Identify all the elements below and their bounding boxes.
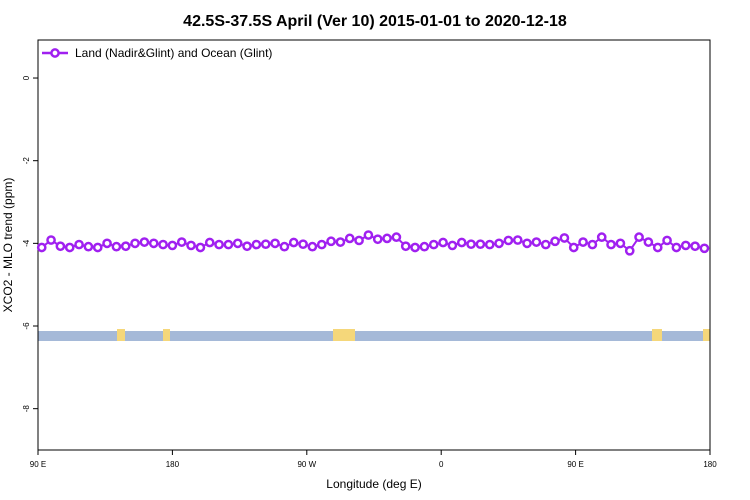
point [148,238,159,249]
point [438,237,448,248]
point [494,238,504,249]
point [232,238,243,249]
point [204,237,215,248]
chart-title: 42.5S-37.5S April (Ver 10) 2015-01-01 to… [183,13,567,30]
point [251,239,262,250]
point [223,239,234,250]
point [410,242,420,253]
point [372,234,383,245]
point [587,239,598,250]
y-tick-label: -4 [22,239,31,247]
y-tick-label: -2 [22,157,31,165]
point [92,242,103,253]
point [568,242,579,253]
point [643,237,654,247]
point [550,236,560,247]
point [46,235,56,245]
point [690,241,700,252]
point [428,239,439,250]
point [335,237,346,247]
point [55,241,66,252]
point [214,239,224,250]
point [298,239,308,250]
point [260,239,271,250]
point [288,237,299,248]
point [36,242,47,253]
point [624,245,635,256]
point [671,242,682,253]
point [596,232,607,242]
point [456,237,467,248]
point [578,237,588,247]
point [475,239,486,250]
point [363,230,374,240]
point [74,239,84,250]
point [64,242,75,253]
point [83,241,94,252]
point [111,241,122,252]
point [540,239,551,250]
legend-label: Land (Nadir&Glint) and Ocean (Glint) [75,46,272,60]
x-tick-label: 0 [439,460,444,469]
point [326,236,336,247]
point [316,239,327,250]
point [447,240,458,251]
point [195,242,206,253]
point [419,241,430,252]
legend-marker [50,48,60,58]
point [120,241,131,252]
point [400,241,411,252]
point [307,241,318,252]
point [391,232,402,242]
point [512,235,523,245]
x-axis-label: Longitude (deg E) [326,477,421,491]
point [242,241,252,252]
point [484,239,495,250]
point [354,235,364,246]
y-tick-label: 0 [22,75,31,80]
y-axis-label: XCO2 - MLO trend (ppm) [1,178,15,313]
point [634,232,644,242]
point [615,238,626,249]
point [158,239,168,250]
point [559,233,570,243]
point [139,237,150,247]
point [699,243,710,254]
point [662,235,672,246]
x-tick-label: 180 [166,460,180,469]
point [382,233,392,244]
x-tick-label: 90 E [30,460,46,469]
x-tick-label: 180 [703,460,717,469]
point [270,238,280,249]
point [102,238,112,249]
surface-strip [38,329,710,341]
point [279,241,290,252]
y-tick-label: -6 [22,322,31,330]
y-tick-label: -8 [22,405,31,413]
point [344,233,355,244]
point [606,239,616,250]
point [466,239,476,250]
point [167,240,178,251]
x-tick-label: 90 W [297,460,316,469]
point [130,238,140,249]
point [531,237,542,247]
point [652,242,663,253]
point [522,238,532,249]
point [176,237,187,247]
point [680,240,691,251]
point [503,235,514,246]
point [186,240,196,251]
x-tick-label: 90 E [567,460,583,469]
